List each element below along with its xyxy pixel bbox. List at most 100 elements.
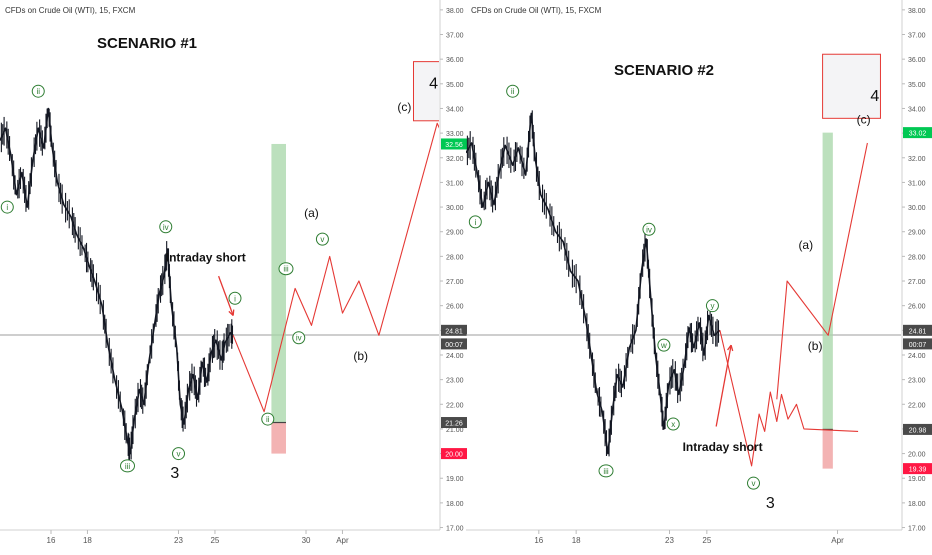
price-badge	[441, 448, 467, 460]
wave-label: v	[320, 235, 324, 244]
wave-label: ii	[511, 87, 515, 96]
y-tick-label: 36.00	[908, 57, 926, 64]
y-tick-label: 17.00	[908, 526, 926, 533]
symbol-label: CFDs on Crude Oil (WTI), 15, FXCM	[5, 6, 136, 15]
x-tick-label: 16	[534, 536, 543, 545]
wave-label-circle	[120, 459, 136, 473]
wave-label: iv	[646, 225, 652, 234]
wave-label-circle	[292, 331, 306, 345]
wave-label-circle	[506, 84, 520, 98]
y-tick-label: 18.00	[908, 501, 926, 508]
chart-panel-1: 38.00 37.00 36.00 35.00 34.00 33.00 32.00 31.00…	[0, 0, 467, 545]
callout-arrow	[715, 344, 732, 427]
wave-label-circle	[228, 291, 242, 305]
wave-label-circle	[278, 262, 294, 276]
stop-zone	[271, 422, 286, 454]
wave-label-circle	[172, 447, 186, 461]
y-tick-label: 38.00	[908, 8, 926, 15]
y-tick-label: 29.00	[908, 230, 926, 237]
callout-label: Intraday short	[683, 440, 763, 454]
wave-label: v	[177, 450, 181, 459]
x-tick-label: 25	[702, 536, 711, 545]
y-tick-label: 21.00	[446, 427, 464, 434]
price-badge	[441, 338, 467, 350]
y-tick-label: 18.00	[446, 501, 464, 508]
wave-label: w	[660, 341, 667, 350]
wave-label: y	[710, 302, 714, 311]
y-tick-label: 27.00	[446, 279, 464, 286]
price-badge	[903, 127, 932, 139]
wave-annotation: (c)	[857, 112, 871, 126]
y-tick-label: 23.00	[446, 378, 464, 385]
callout-label: Intraday short	[166, 250, 246, 264]
x-tick-label: 25	[210, 536, 219, 545]
chart-title: SCENARIO #1	[97, 35, 197, 52]
price-badge-label: 21.26	[445, 421, 463, 428]
wave-annotation: (b)	[808, 339, 823, 353]
wave-label-circle	[657, 338, 671, 352]
callout-arrowhead	[727, 344, 734, 352]
wave-annotation: 4	[870, 88, 879, 105]
price-badge	[441, 417, 467, 429]
stop-zone	[822, 429, 833, 469]
wave-label-circle	[261, 412, 275, 426]
wave-annotation: (a)	[798, 238, 813, 252]
y-tick-label: 33.00	[446, 131, 464, 138]
price-badge-label: 19.39	[909, 467, 927, 474]
target-box	[412, 61, 439, 122]
callout-arrow	[217, 275, 234, 316]
price-badge-label: 24.81	[445, 328, 463, 335]
price-badge-label: 20.00	[445, 452, 463, 459]
wave-annotation: 3	[170, 465, 179, 482]
wave-label: i	[474, 218, 476, 227]
wave-label: iii	[603, 467, 609, 476]
wave-label-circle	[159, 220, 173, 234]
x-tick-label: 18	[83, 536, 92, 545]
y-tick-label: 35.00	[908, 82, 926, 89]
chart-panel-2: 38.0037.0036.0035.0034.0033.0032.0031.00…	[466, 0, 932, 545]
price-badge-label: 24.81	[909, 328, 927, 335]
callout-arrowhead	[228, 309, 235, 317]
wave-annotation: (a)	[304, 206, 319, 220]
target-zone	[271, 143, 286, 423]
y-tick-label: 29.00	[446, 230, 464, 237]
y-tick-label: 28.00	[446, 254, 464, 261]
y-tick-label: 28.00	[908, 254, 926, 261]
price-badge	[903, 463, 932, 475]
wave-label: iv	[163, 223, 169, 232]
x-tick-label: 16	[47, 536, 56, 545]
y-tick-label: 20.00	[908, 452, 926, 459]
y-tick-label: 32.00	[446, 156, 464, 163]
wave-label-circle	[642, 222, 656, 236]
wave-annotation: 3	[766, 495, 775, 512]
y-tick-label: 36.00	[446, 57, 464, 64]
y-tick-label: 34.00	[446, 106, 464, 113]
price-badge	[903, 338, 932, 350]
x-tick-label: 23	[174, 536, 183, 545]
price-badge	[903, 423, 932, 435]
wave-label-circle	[666, 417, 680, 431]
wave-label: i	[6, 203, 8, 212]
x-tick-label: 30	[302, 536, 311, 545]
price-series-line	[0, 107, 234, 455]
y-tick-label: 26.00	[908, 304, 926, 311]
x-tick-label: Apr	[336, 536, 349, 545]
x-tick-label: 23	[665, 536, 674, 545]
y-tick-label: 38.00	[446, 8, 464, 15]
wave-label: ii	[36, 87, 40, 96]
y-tick-label: 30.00	[446, 205, 464, 212]
wave-label: iv	[296, 334, 302, 343]
projection-path-alt	[776, 142, 868, 400]
wave-annotation: 4	[429, 76, 438, 93]
projection-path	[719, 330, 859, 467]
y-tick-label: 17.00	[446, 526, 464, 533]
y-tick-label: 19.00	[446, 476, 464, 483]
y-tick-label: 30.00	[908, 205, 926, 212]
price-badge	[441, 324, 467, 336]
projection-path	[232, 122, 439, 413]
symbol-label: CFDs on Crude Oil (WTI), 15, FXCM	[471, 6, 602, 15]
